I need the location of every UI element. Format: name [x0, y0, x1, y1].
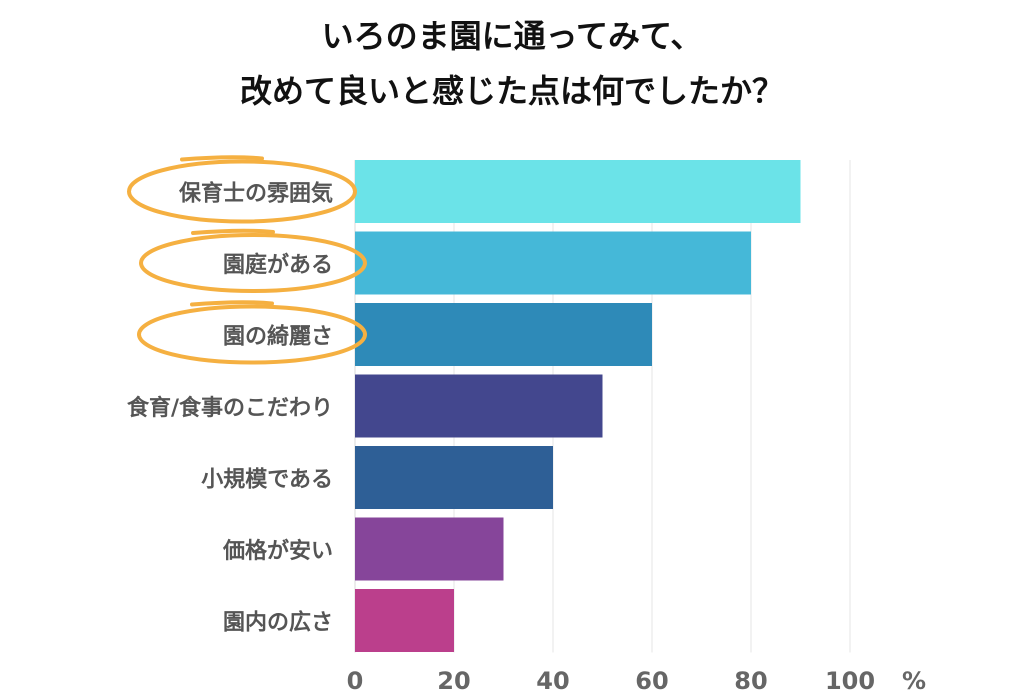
- highlight-circle: [139, 233, 367, 293]
- x-tick-label: 0: [347, 667, 364, 695]
- x-tick-label: 20: [437, 667, 470, 695]
- category-label: 小規模である: [201, 468, 333, 493]
- bar: [355, 303, 652, 366]
- bar: [355, 589, 454, 652]
- x-tick-label: 100: [825, 667, 875, 695]
- chart-title-line2: 改めて良いと感じた点は何でしたか？: [239, 72, 784, 110]
- category-label: 価格が安い: [222, 538, 333, 564]
- highlight-stroke: [190, 300, 274, 307]
- bar: [355, 517, 504, 581]
- highlight-circle: [127, 159, 357, 224]
- x-tick-label: 80: [734, 667, 767, 695]
- x-tick-label: 60: [635, 667, 668, 695]
- x-tick-label: 40: [536, 667, 569, 695]
- bar: [355, 446, 553, 509]
- category-label: 園の綺麗さ: [223, 324, 333, 350]
- category-label: 園庭がある: [223, 252, 333, 278]
- highlight-circle: [137, 304, 367, 365]
- category-label: 園内の広さ: [223, 610, 333, 636]
- highlight-stroke: [180, 155, 264, 162]
- chart-title-line1: いろのま園に通ってみて、: [321, 17, 703, 55]
- category-label: 食育/食事のこだわり: [127, 395, 333, 421]
- bar: [355, 231, 751, 295]
- bar: [355, 160, 801, 223]
- highlight-stroke: [191, 228, 275, 235]
- x-axis-unit: %: [902, 667, 926, 695]
- bar: [355, 374, 603, 438]
- category-label: 保育士の雰囲気: [178, 181, 333, 207]
